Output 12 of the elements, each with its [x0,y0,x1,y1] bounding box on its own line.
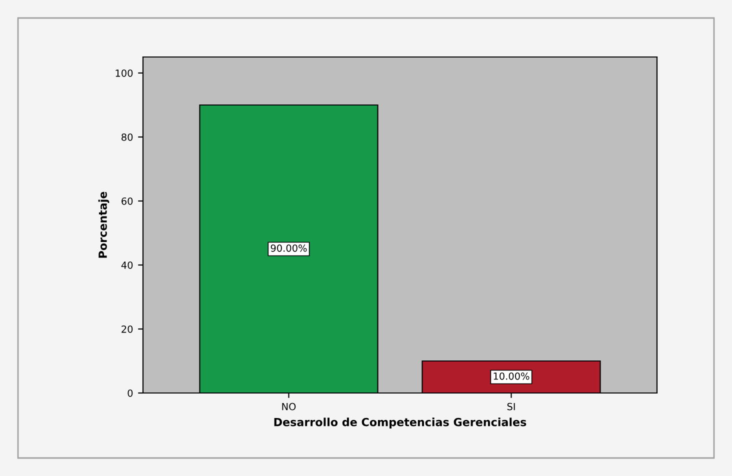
x-tick-label: SI [507,402,515,410]
y-tick-label: 40 [121,261,133,269]
y-tick-label: 60 [122,197,133,205]
y-tick-label: 20 [122,325,133,333]
y-tick-label: 0 [128,389,133,397]
x-tick-label: NO [282,402,296,410]
data-label: 90.00% [270,244,307,252]
y-tick-label: 80 [122,133,133,141]
y-axis-title: Porcentaje [98,192,110,258]
data-label: 10.00% [494,372,530,380]
y-tick-label: 100 [116,69,133,77]
x-axis-title: Desarrollo de Competencias Gerenciales [274,418,526,428]
